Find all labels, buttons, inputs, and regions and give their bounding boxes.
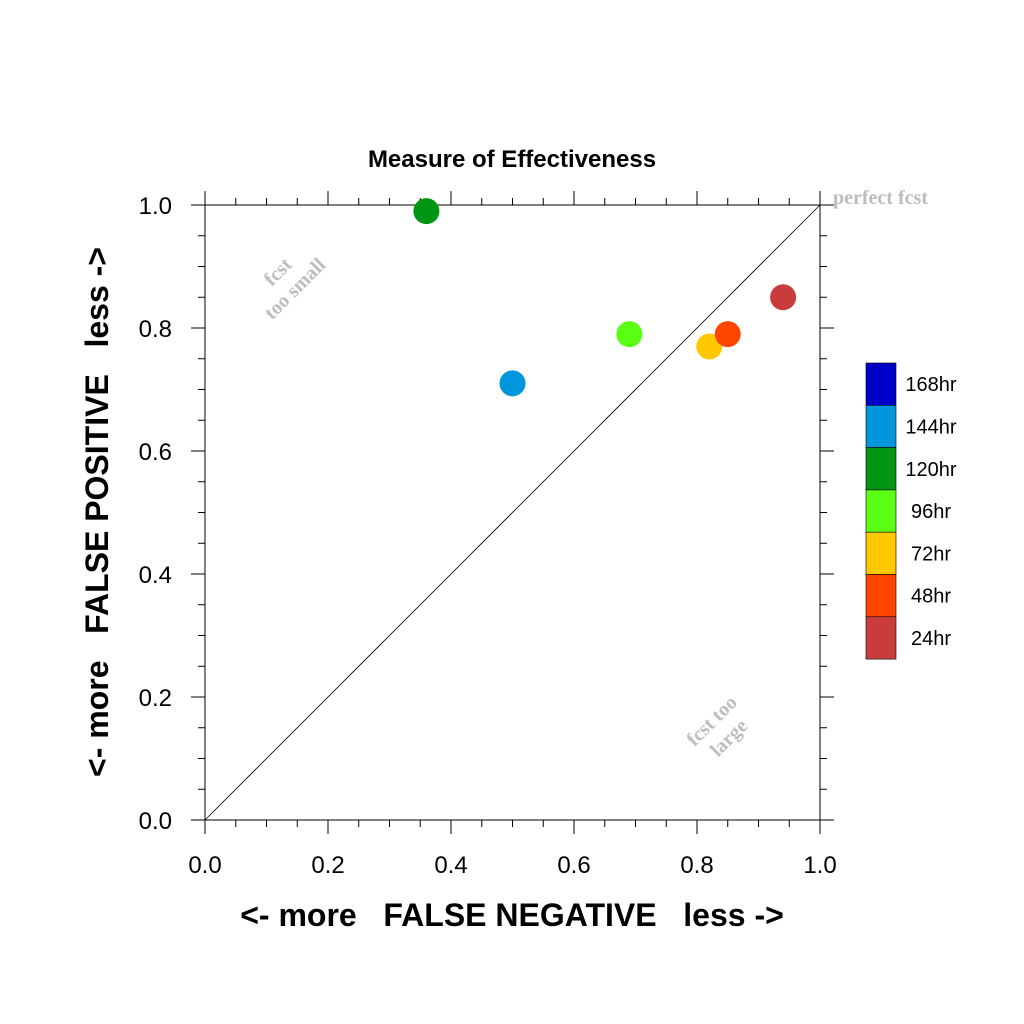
y-tick-label: 0.4 bbox=[139, 562, 172, 589]
perfect-forecast-label: perfect fcst bbox=[833, 187, 928, 209]
data-points bbox=[413, 198, 797, 397]
legend: 168hr 144hr 120hr 96hr 72hr 48hr 24hr bbox=[865, 362, 957, 660]
x-tick-label: 0.8 bbox=[680, 852, 713, 879]
data-point-72hr bbox=[696, 333, 723, 360]
legend-swatch-48hr bbox=[865, 574, 897, 618]
legend-label-96hr: 96hr bbox=[911, 501, 951, 523]
legend-swatch-96hr bbox=[865, 489, 897, 533]
y-axis-label: <- more FALSE POSITIVE less -> bbox=[79, 247, 115, 777]
reference-layer bbox=[204, 204, 821, 821]
data-point-120hr bbox=[413, 198, 440, 225]
x-tick-label: 1.0 bbox=[803, 852, 836, 879]
diagonal-reference-line bbox=[204, 204, 821, 821]
data-point-96hr bbox=[616, 321, 643, 348]
legend-swatch-72hr bbox=[865, 531, 897, 575]
x-tick-label: 0.0 bbox=[188, 852, 221, 879]
chart-title: Measure of Effectiveness bbox=[368, 146, 656, 173]
data-point-24hr bbox=[770, 284, 797, 311]
legend-swatch-168hr bbox=[865, 362, 897, 406]
legend-swatch-24hr bbox=[865, 616, 897, 660]
y-tick-label: 0.6 bbox=[139, 439, 172, 466]
legend-label-72hr: 72hr bbox=[911, 543, 951, 565]
x-axis-label: <- more FALSE NEGATIVE less -> bbox=[240, 897, 784, 933]
y-tick-label: 0.2 bbox=[139, 685, 172, 712]
y-tick-label: 1.0 bbox=[139, 193, 172, 220]
legend-swatch-120hr bbox=[865, 447, 897, 491]
data-point-144hr bbox=[499, 370, 526, 397]
y-tick-label: 0.8 bbox=[139, 316, 172, 343]
annotations: perfect fcst fcst too small fcst too lar… bbox=[260, 187, 929, 761]
x-tick-label: 0.4 bbox=[434, 852, 467, 879]
legend-label-48hr: 48hr bbox=[911, 586, 951, 608]
legend-label-144hr: 144hr bbox=[905, 416, 956, 438]
legend-label-24hr: 24hr bbox=[911, 628, 951, 650]
x-tick-label: 0.2 bbox=[311, 852, 344, 879]
data-point-48hr bbox=[714, 321, 741, 348]
legend-label-168hr: 168hr bbox=[905, 374, 956, 396]
axes: 0.0 0.2 0.4 0.6 0.8 1.0 0.0 0.2 0.4 0.6 0.8 1.0 bbox=[139, 191, 837, 879]
legend-label-120hr: 120hr bbox=[905, 459, 956, 481]
y-tick-label: 0.0 bbox=[139, 808, 172, 835]
x-tick-label: 0.6 bbox=[557, 852, 590, 879]
legend-swatch-144hr bbox=[865, 404, 897, 448]
